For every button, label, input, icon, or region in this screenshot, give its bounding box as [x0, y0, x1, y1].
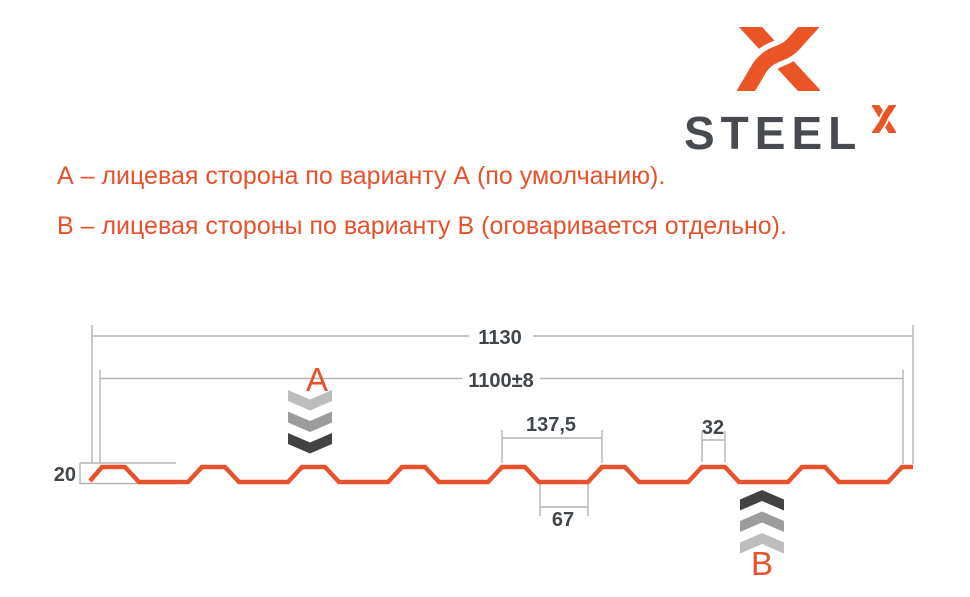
dim-value-overall-width: 1130	[478, 327, 521, 349]
dim-value-crest-width: 32	[702, 417, 724, 439]
chevron-a-dark-icon	[288, 433, 332, 454]
sheet-profile-outline	[88, 464, 913, 485]
chevron-b-light-icon	[740, 533, 784, 554]
chevron-a-mid-icon	[288, 411, 332, 432]
steelx-logo-x-icon	[737, 27, 820, 91]
logo-slash-stroke	[737, 27, 820, 91]
marker-variant-b: В	[751, 545, 773, 582]
dim-value-profile-height: 20	[54, 464, 76, 486]
dim-value-valley-width: 67	[552, 509, 574, 531]
note-variant-b: В – лицевая стороны по варианту В (огова…	[57, 212, 787, 240]
dim-value-rib-pitch: 137,5	[526, 414, 576, 436]
chevron-b-mid-icon	[740, 511, 784, 532]
dim-value-working-width: 1100±8	[468, 370, 534, 392]
logo-brand-text: STEEL	[684, 107, 863, 159]
note-variant-a: А – лицевая сторона по варианту А (по ум…	[57, 162, 666, 190]
logo-suffix-x-icon	[872, 105, 896, 133]
marker-variant-a: А	[306, 361, 328, 398]
chevron-b-dark-icon	[740, 490, 784, 511]
chevron-a-light-icon	[288, 390, 332, 411]
